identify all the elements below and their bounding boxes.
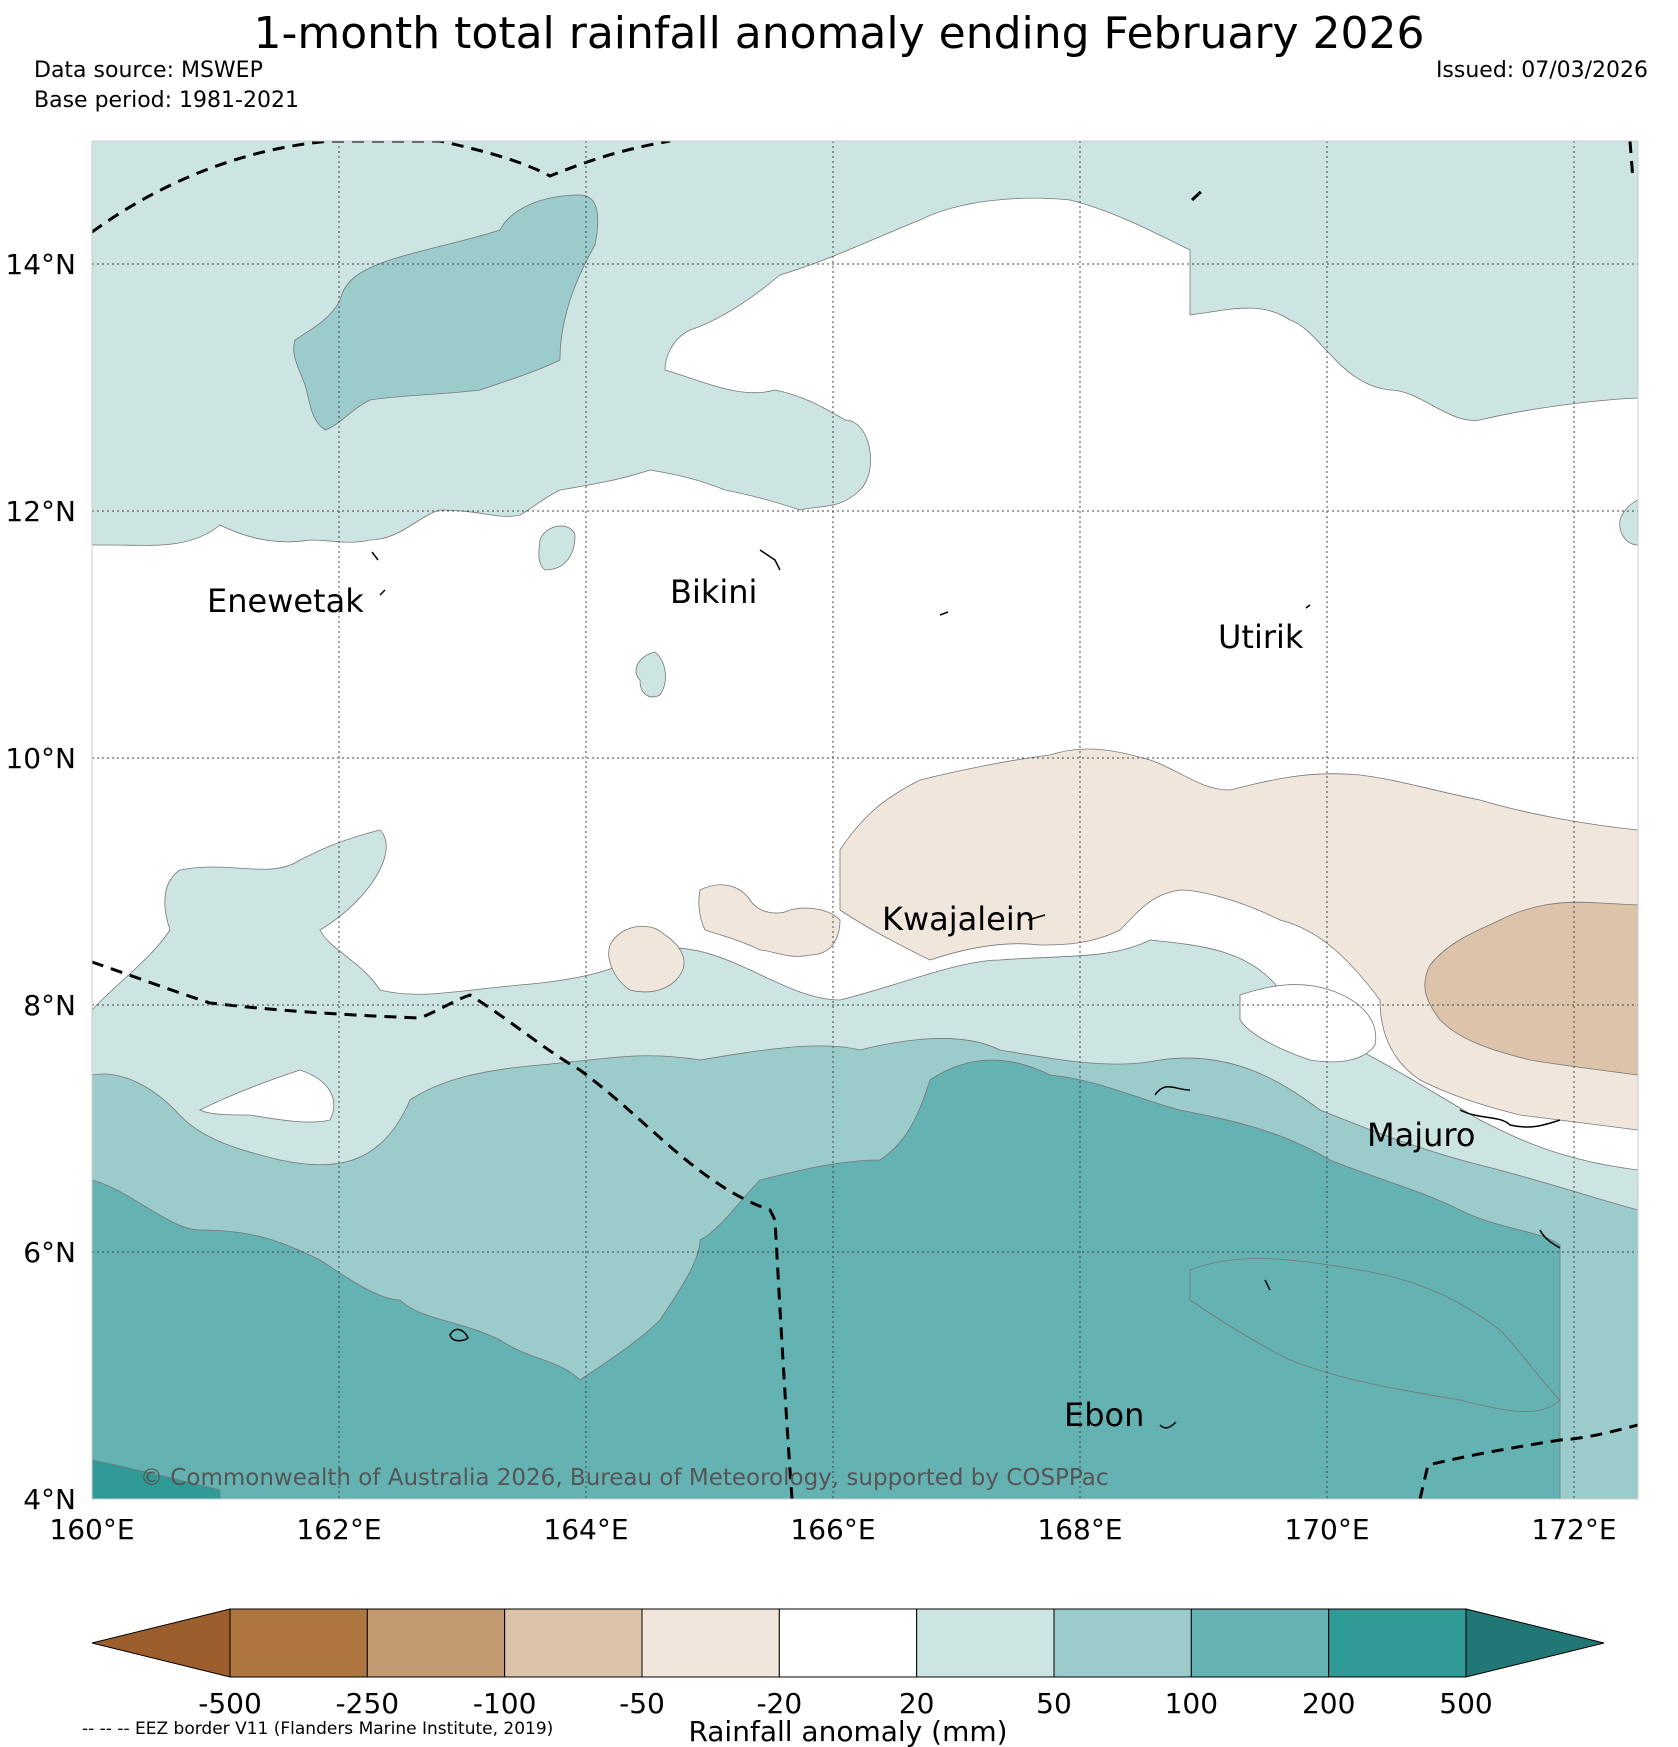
colorbar-tick-label: 50 (1036, 1687, 1072, 1720)
colorbar-swatch (229, 1608, 368, 1678)
colorbar: -500 -250 -100 -50 -20 20 50 100 200 500 (91, 1608, 1605, 1720)
colorbar-tick-label: 20 (899, 1687, 935, 1720)
anomaly-region-gap (1239, 984, 1377, 1063)
lat-label: 14°N (5, 248, 76, 281)
colorbar-extend-low (91, 1608, 231, 1678)
anomaly-region-dry-50-100 (1424, 901, 1638, 1076)
lon-axis: 160°E 162°E 164°E 166°E 168°E 170°E 172°… (49, 1513, 1616, 1546)
lon-label: 170°E (1284, 1513, 1369, 1546)
place-label-ebon: Ebon (1064, 1396, 1144, 1434)
lat-label: 10°N (5, 742, 76, 775)
issued-date: Issued: 07/03/2026 (1435, 58, 1648, 83)
colorbar-extend-high (1465, 1608, 1605, 1678)
colorbar-tick-label: -500 (198, 1687, 262, 1720)
anomaly-region-south-100-200 (92, 1059, 1561, 1499)
colorbar-swatch (1328, 1608, 1467, 1678)
anomaly-region-dry-20-50 (698, 884, 841, 957)
eez-borders (92, 141, 1638, 1499)
colorbar-swatch (1053, 1608, 1192, 1678)
lat-label: 8°N (23, 989, 76, 1022)
island-markers (371, 549, 1561, 1429)
colorbar-swatch (366, 1608, 506, 1678)
lat-axis: 14°N 12°N 10°N 8°N 6°N 4°N (5, 248, 76, 1516)
lon-label: 172°E (1531, 1513, 1616, 1546)
data-source: Data source: MSWEP (34, 58, 263, 83)
lon-label: 164°E (543, 1513, 628, 1546)
anomaly-region-patch (635, 651, 666, 698)
anomaly-region-north-50-100 (293, 194, 599, 431)
base-period: Base period: 1981-2021 (34, 88, 299, 113)
copyright-text: © Commonwealth of Australia 2026, Bureau… (140, 1465, 1109, 1491)
place-label-utirik: Utirik (1218, 618, 1304, 656)
eez-footnote: -- -- -- EEZ border V11 (Flanders Marine… (82, 1719, 553, 1739)
colorbar-tick-label: 500 (1439, 1687, 1492, 1720)
place-labels: Enewetak Bikini Utirik Kwajalein Majuro … (207, 573, 1475, 1434)
lon-label: 168°E (1037, 1513, 1122, 1546)
colorbar-swatch (778, 1608, 918, 1678)
anomaly-region-gap (199, 1069, 335, 1123)
colorbar-tick-label: 200 (1302, 1687, 1355, 1720)
anomaly-region-south-200-500 (92, 1459, 221, 1499)
anomaly-region-dry-20-50 (839, 748, 1638, 1131)
colorbar-label: Rainfall anomaly (mm) (688, 1715, 1007, 1747)
lon-label: 162°E (296, 1513, 381, 1546)
colorbar-tick-label: -20 (756, 1687, 802, 1720)
colorbar-swatch (916, 1608, 1055, 1678)
anomaly-region-south-100-200 (1189, 1258, 1561, 1412)
colorbar-swatch (641, 1608, 780, 1678)
lat-label: 6°N (23, 1236, 76, 1269)
place-label-majuro: Majuro (1367, 1116, 1475, 1154)
colorbar-swatch (1190, 1608, 1330, 1678)
place-label-bikini: Bikini (670, 573, 757, 611)
lat-label: 12°N (5, 495, 76, 528)
map-title: 1-month total rainfall anomaly ending Fe… (253, 8, 1425, 59)
colorbar-tick-label: 100 (1165, 1687, 1218, 1720)
colorbar-swatch (504, 1608, 643, 1678)
place-label-kwajalein: Kwajalein (882, 900, 1035, 938)
lat-label: 4°N (23, 1483, 76, 1516)
anomaly-region-patch (538, 525, 576, 571)
anomaly-field (92, 141, 1638, 1499)
colorbar-tick-label: -250 (336, 1687, 400, 1720)
lon-label: 166°E (790, 1513, 875, 1546)
graticule (92, 141, 1638, 1499)
lon-label: 160°E (49, 1513, 134, 1546)
map-frame (91, 140, 1639, 1500)
colorbar-tick-label: -100 (473, 1687, 537, 1720)
place-label-enewetak: Enewetak (207, 582, 364, 620)
anomaly-region-dry-20-50 (608, 926, 685, 993)
colorbar-tick-label: -50 (619, 1687, 665, 1720)
